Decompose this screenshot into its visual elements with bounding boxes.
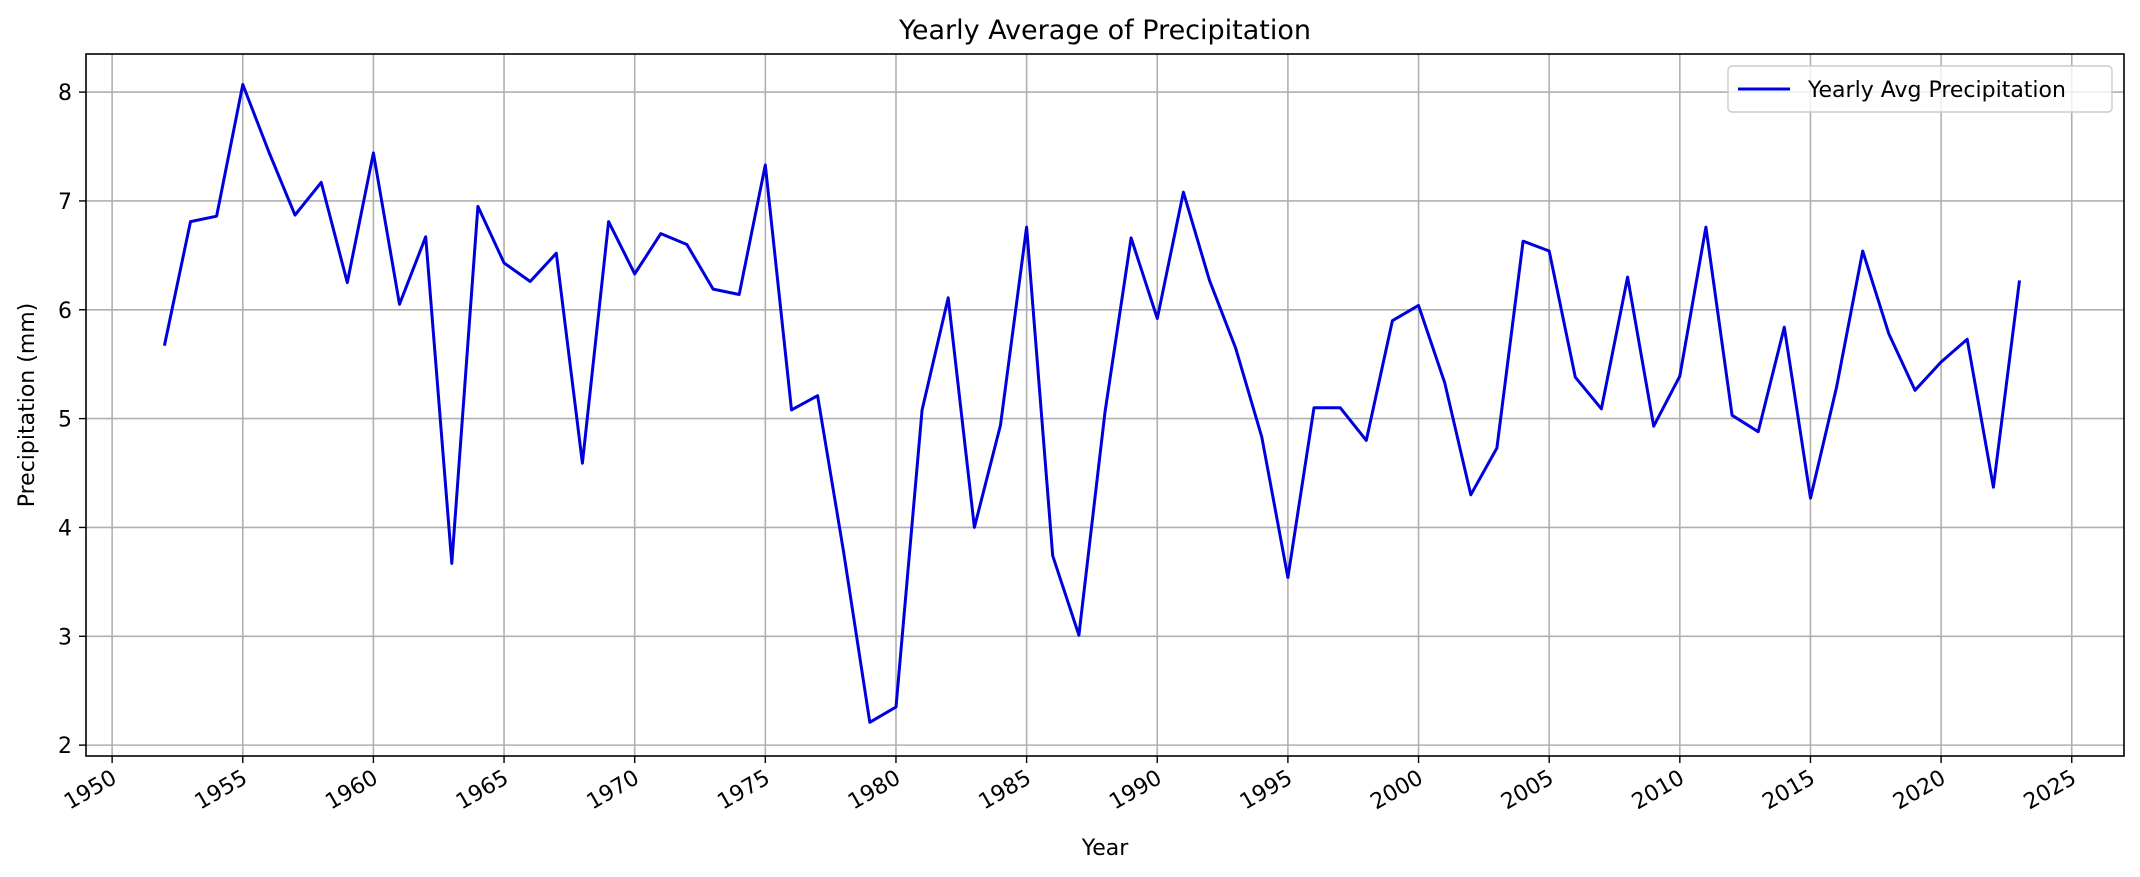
series-layer xyxy=(162,83,2021,724)
y-tick-label: 6 xyxy=(58,299,72,324)
plot-frame xyxy=(85,53,2125,757)
y-tick-label: 7 xyxy=(58,190,72,215)
y-tick-label: 3 xyxy=(58,625,72,650)
y-tick-label: 4 xyxy=(58,516,72,541)
legend: Yearly Avg Precipitation xyxy=(1727,65,2113,113)
x-axis-label: Year xyxy=(1081,836,1130,861)
y-tick-label: 5 xyxy=(58,408,72,433)
series-line xyxy=(162,83,2021,724)
y-axis-label: Precipitation (mm) xyxy=(15,303,40,508)
legend-box xyxy=(1727,65,2113,113)
chart-title: Yearly Average of Precipitation xyxy=(898,15,1311,46)
legend-label: Yearly Avg Precipitation xyxy=(1807,78,2066,103)
y-axis: 2 3 4 5 6 7 8 xyxy=(58,81,86,759)
y-tick-label: 2 xyxy=(58,734,72,759)
y-tick-label: 8 xyxy=(58,81,72,106)
grid xyxy=(86,54,2124,756)
